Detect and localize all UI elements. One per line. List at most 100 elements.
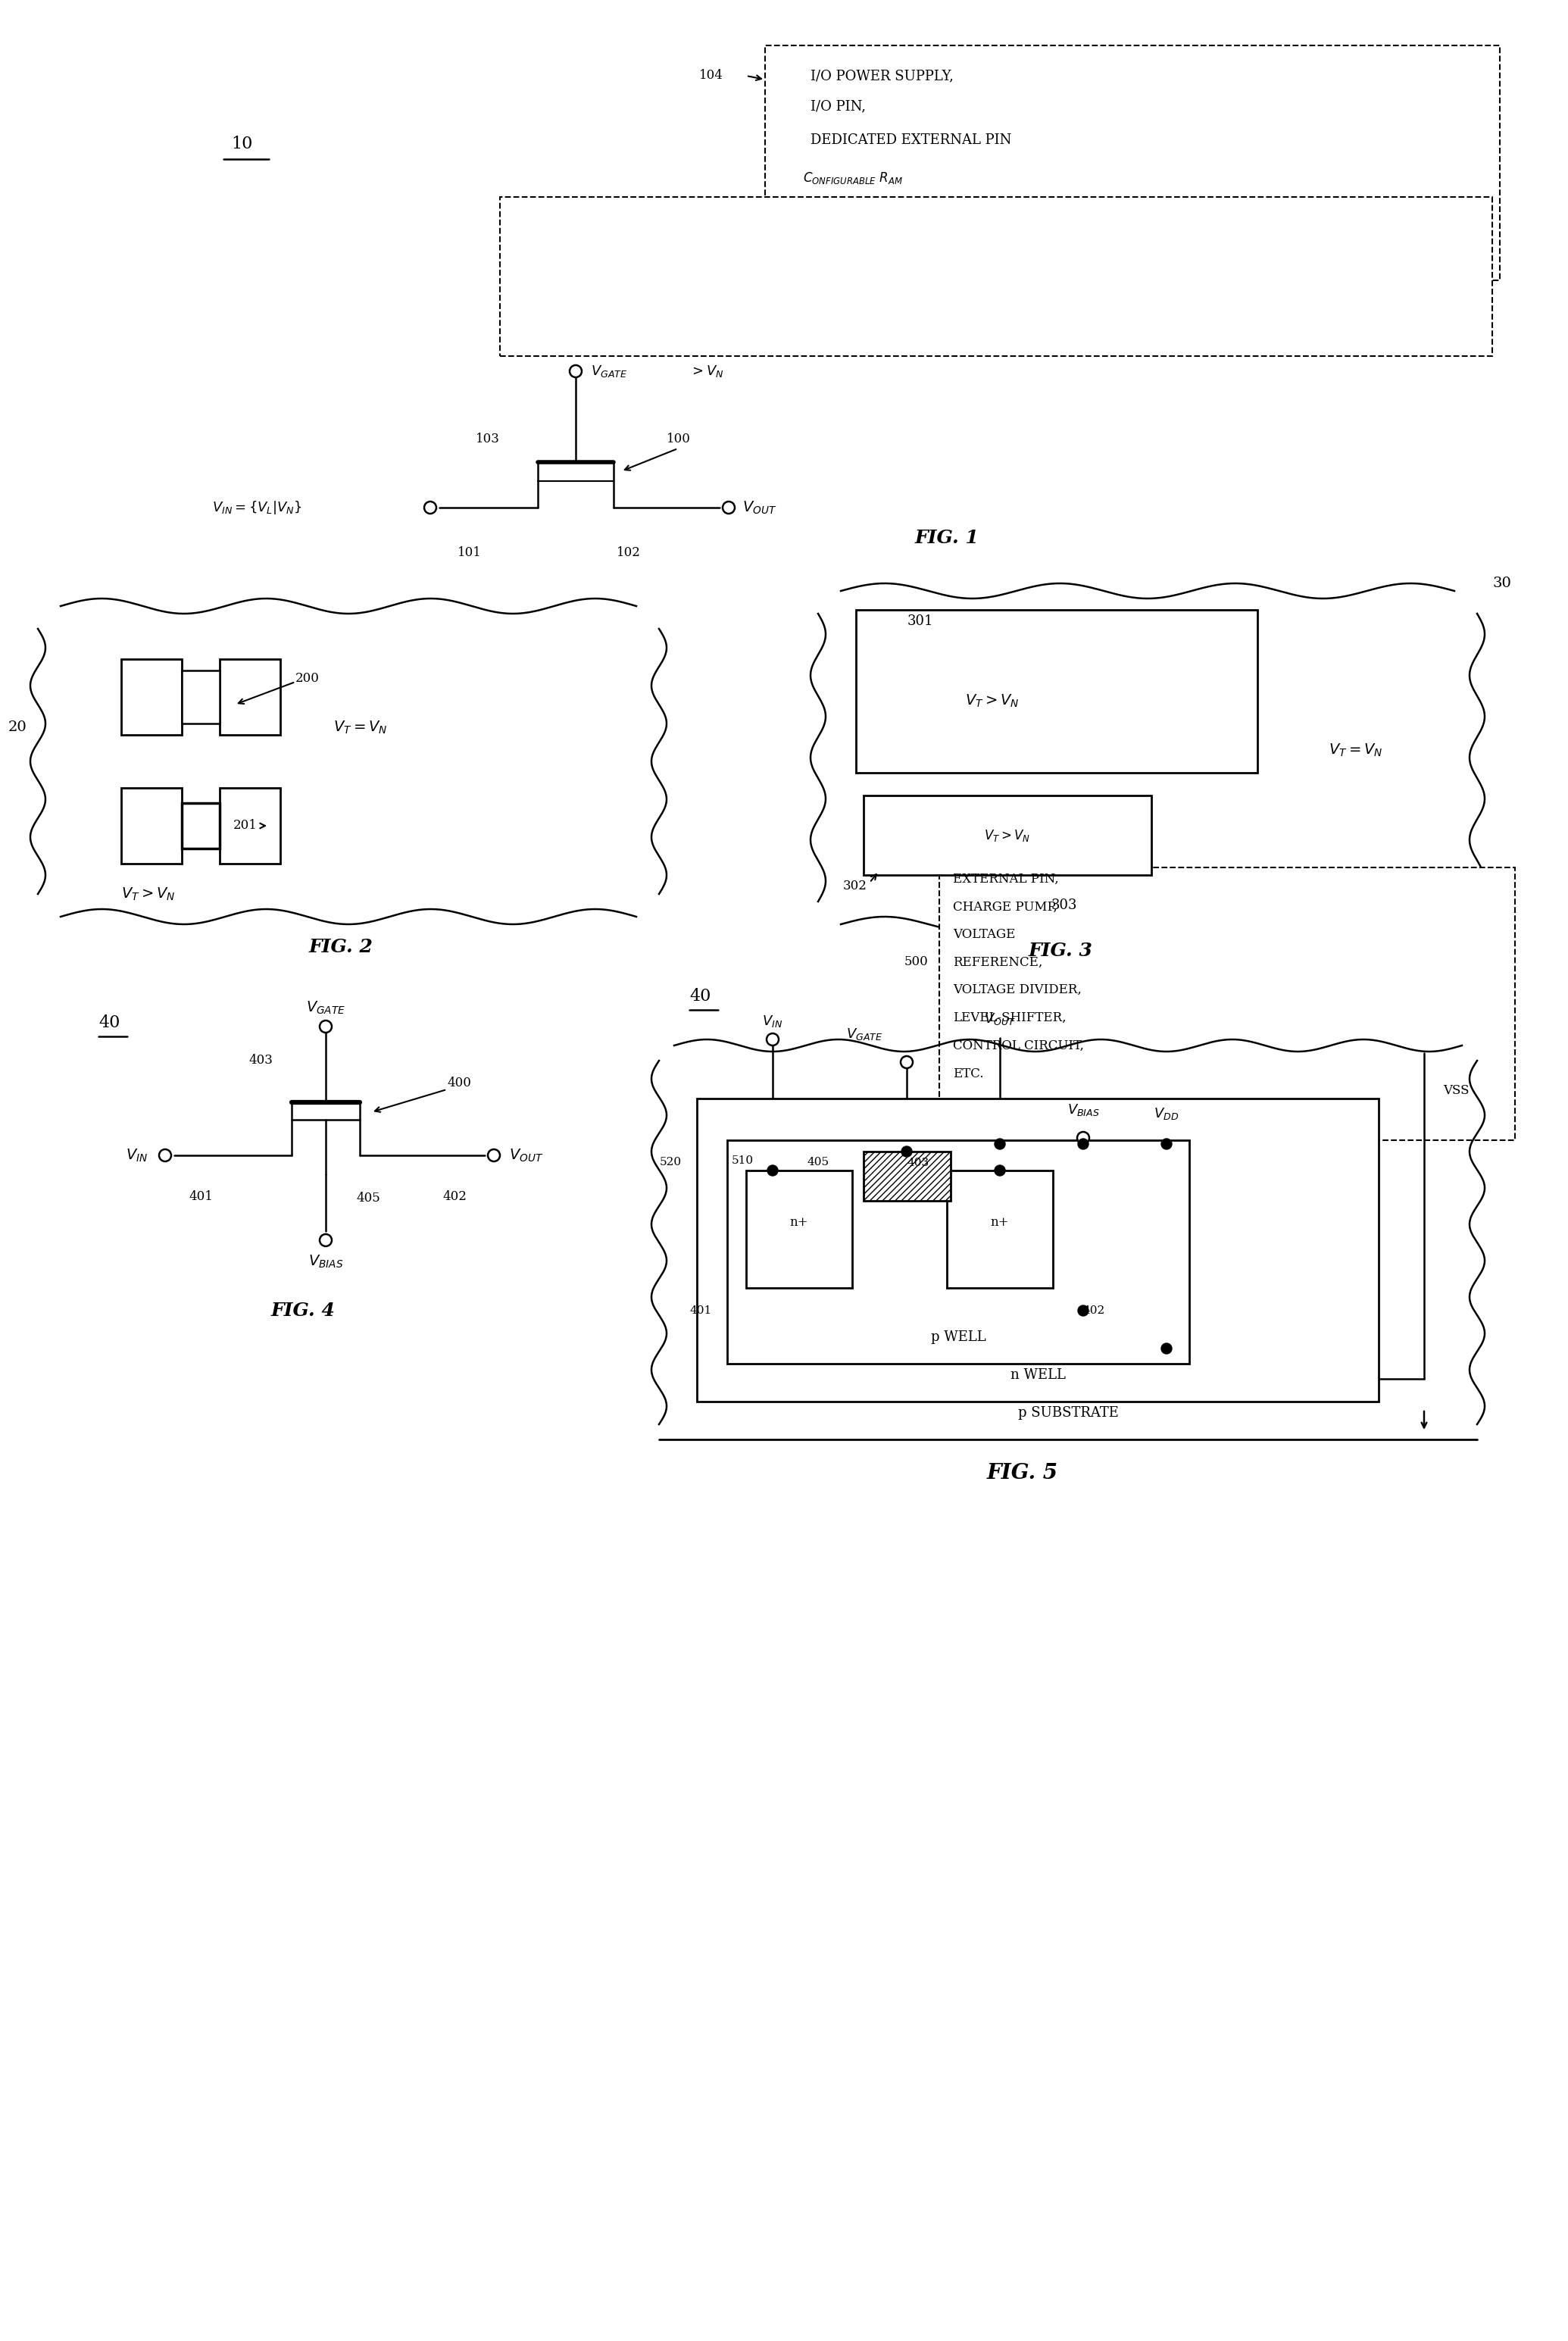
Text: $V_T = V_N$: $V_T = V_N$	[1330, 742, 1383, 758]
Text: n+: n+	[991, 1215, 1010, 1229]
Text: 103: 103	[475, 433, 500, 445]
Circle shape	[320, 1234, 332, 1245]
Text: 500: 500	[903, 955, 928, 969]
Bar	[220, 789, 281, 864]
Text: 520: 520	[660, 1156, 682, 1168]
Text: 402: 402	[442, 1192, 467, 1203]
Bar	[121, 789, 182, 864]
Circle shape	[1077, 1306, 1088, 1316]
Bar	[939, 869, 1515, 1140]
Text: LEVEL-SHIFTER,: LEVEL-SHIFTER,	[953, 1011, 1066, 1023]
Text: 402: 402	[1083, 1306, 1105, 1316]
Text: $V_{IN}$: $V_{IN}$	[762, 1014, 782, 1028]
Circle shape	[1077, 1131, 1090, 1145]
Text: $\mathit{C_{ONFIGURABLE}\ R_{AM}}$: $\mathit{C_{ONFIGURABLE}\ R_{AM}}$	[803, 171, 903, 185]
Text: $> V_N$: $> V_N$	[690, 363, 724, 379]
Bar	[864, 796, 1151, 876]
Bar	[864, 1152, 950, 1201]
Bar	[746, 1170, 851, 1288]
Text: CONTROL CIRCUIT,: CONTROL CIRCUIT,	[953, 1039, 1083, 1051]
Text: $V_T = V_N$: $V_T = V_N$	[334, 719, 387, 735]
Text: $V_{DD}$: $V_{DD}$	[1154, 1105, 1179, 1121]
Circle shape	[767, 1166, 778, 1175]
Text: I/O POWER SUPPLY,: I/O POWER SUPPLY,	[811, 68, 953, 82]
Circle shape	[767, 1032, 779, 1046]
Bar	[220, 660, 281, 735]
Text: $V_{BIAS}$: $V_{BIAS}$	[1066, 1103, 1099, 1117]
Text: VOLTAGE: VOLTAGE	[953, 927, 1016, 941]
Text: 510: 510	[732, 1156, 754, 1166]
Text: 101: 101	[458, 545, 481, 559]
Text: 104: 104	[699, 70, 723, 82]
Circle shape	[320, 1021, 332, 1032]
Circle shape	[900, 1056, 913, 1067]
Text: FIG. 4: FIG. 4	[271, 1302, 336, 1320]
Text: 302: 302	[844, 880, 867, 892]
Circle shape	[488, 1149, 500, 1161]
Text: 400: 400	[447, 1077, 470, 1091]
Text: REFERENCE,: REFERENCE,	[953, 955, 1043, 969]
Circle shape	[1077, 1138, 1088, 1149]
Text: 401: 401	[188, 1192, 213, 1203]
Text: 200: 200	[295, 672, 320, 684]
Text: 405: 405	[808, 1156, 829, 1168]
Text: $V_T > V_N$: $V_T > V_N$	[985, 829, 1030, 843]
Text: 301: 301	[908, 613, 933, 627]
Text: ETC.: ETC.	[953, 1067, 983, 1079]
Bar	[765, 44, 1501, 281]
Circle shape	[994, 1166, 1005, 1175]
Text: n WELL: n WELL	[1010, 1367, 1065, 1381]
Text: I/O PIN,: I/O PIN,	[811, 98, 866, 112]
Circle shape	[569, 365, 582, 377]
Bar	[182, 670, 220, 723]
Circle shape	[902, 1147, 913, 1156]
Text: 405: 405	[356, 1192, 379, 1206]
Text: $V_{OUT}$: $V_{OUT}$	[985, 1011, 1016, 1028]
Bar	[856, 611, 1258, 773]
Text: n+: n+	[790, 1215, 809, 1229]
Text: $V_{GATE}$: $V_{GATE}$	[591, 363, 627, 379]
Text: 201: 201	[234, 819, 257, 833]
Bar	[728, 1140, 1189, 1365]
Text: 403: 403	[906, 1156, 928, 1168]
Circle shape	[723, 501, 735, 513]
Text: $V_{BIAS}$: $V_{BIAS}$	[309, 1252, 343, 1269]
Text: $V_{IN}$: $V_{IN}$	[125, 1147, 147, 1163]
Text: 401: 401	[690, 1306, 712, 1316]
Text: 40: 40	[99, 1014, 121, 1030]
Text: p WELL: p WELL	[931, 1330, 986, 1344]
Text: 100: 100	[666, 433, 691, 445]
Text: VSS: VSS	[1443, 1084, 1469, 1098]
Text: EXTERNAL PIN,: EXTERNAL PIN,	[953, 873, 1058, 885]
Bar	[947, 1170, 1052, 1288]
Text: $V_T > V_N$: $V_T > V_N$	[121, 885, 176, 901]
Circle shape	[158, 1149, 171, 1161]
Bar	[182, 803, 220, 847]
Text: FIG. 5: FIG. 5	[986, 1463, 1058, 1484]
Text: $V_{IN}=\{V_L|V_N\}$: $V_{IN}=\{V_L|V_N\}$	[212, 499, 303, 515]
Bar	[121, 660, 182, 735]
Bar	[696, 1098, 1378, 1402]
Text: 20: 20	[8, 721, 27, 735]
Text: FIG. 1: FIG. 1	[914, 529, 978, 548]
Text: 40: 40	[690, 988, 710, 1004]
Circle shape	[425, 501, 436, 513]
Text: $V_{GATE}$: $V_{GATE}$	[847, 1028, 883, 1042]
Circle shape	[994, 1138, 1005, 1149]
Text: 403: 403	[249, 1053, 273, 1067]
Text: $V_T > V_N$: $V_T > V_N$	[966, 693, 1019, 709]
Text: $V_{OUT}$: $V_{OUT}$	[510, 1147, 544, 1163]
Text: FIG. 2: FIG. 2	[309, 939, 373, 955]
Circle shape	[1162, 1344, 1171, 1353]
Text: $V_{GATE}$: $V_{GATE}$	[306, 1000, 345, 1016]
Text: $V_{OUT}$: $V_{OUT}$	[742, 499, 776, 515]
Text: 30: 30	[1493, 576, 1512, 590]
Text: FIG. 3: FIG. 3	[1029, 941, 1093, 960]
Text: VOLTAGE DIVIDER,: VOLTAGE DIVIDER,	[953, 983, 1082, 995]
Text: 10: 10	[232, 136, 252, 152]
Text: CHARGE PUMP,: CHARGE PUMP,	[953, 901, 1057, 913]
Text: p SUBSTRATE: p SUBSTRATE	[1018, 1407, 1118, 1419]
Text: DEDICATED EXTERNAL PIN: DEDICATED EXTERNAL PIN	[811, 133, 1011, 147]
Text: 102: 102	[616, 545, 641, 559]
Bar	[500, 197, 1493, 356]
